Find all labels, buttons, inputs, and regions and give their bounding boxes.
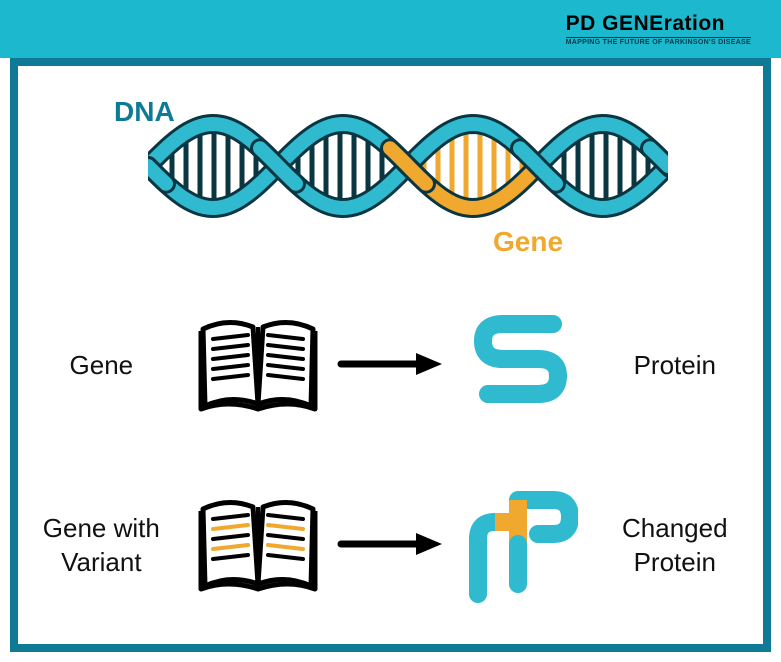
arrow-icon xyxy=(332,349,450,384)
gene-variant-text-label: Gene with Variant xyxy=(18,512,185,580)
changed-protein-icon xyxy=(449,484,586,609)
protein-icon xyxy=(449,309,586,424)
arrow-icon xyxy=(332,529,450,564)
dna-helix-icon xyxy=(148,96,668,236)
logo: PD GENEration MAPPING THE FUTURE OF PARK… xyxy=(566,12,751,46)
header-bar: PD GENEration MAPPING THE FUTURE OF PARK… xyxy=(0,0,781,58)
changed-protein-text-label: Changed Protein xyxy=(587,512,763,580)
logo-main-text: PD GENEration xyxy=(566,12,751,36)
book-icon xyxy=(185,309,332,424)
gene-label: Gene xyxy=(493,226,563,258)
gene-text-label: Gene xyxy=(18,349,185,383)
content-frame: DNA Gene Gene Protein Gene with Variant … xyxy=(10,58,771,652)
row-gene-protein: Gene Protein xyxy=(18,296,763,436)
logo-sub-text: MAPPING THE FUTURE OF PARKINSON'S DISEAS… xyxy=(566,37,751,46)
protein-text-label: Protein xyxy=(587,349,763,383)
row-variant-protein: Gene with Variant Changed Protein xyxy=(18,476,763,616)
book-variant-icon xyxy=(185,489,332,604)
dna-section: DNA Gene xyxy=(108,86,668,256)
